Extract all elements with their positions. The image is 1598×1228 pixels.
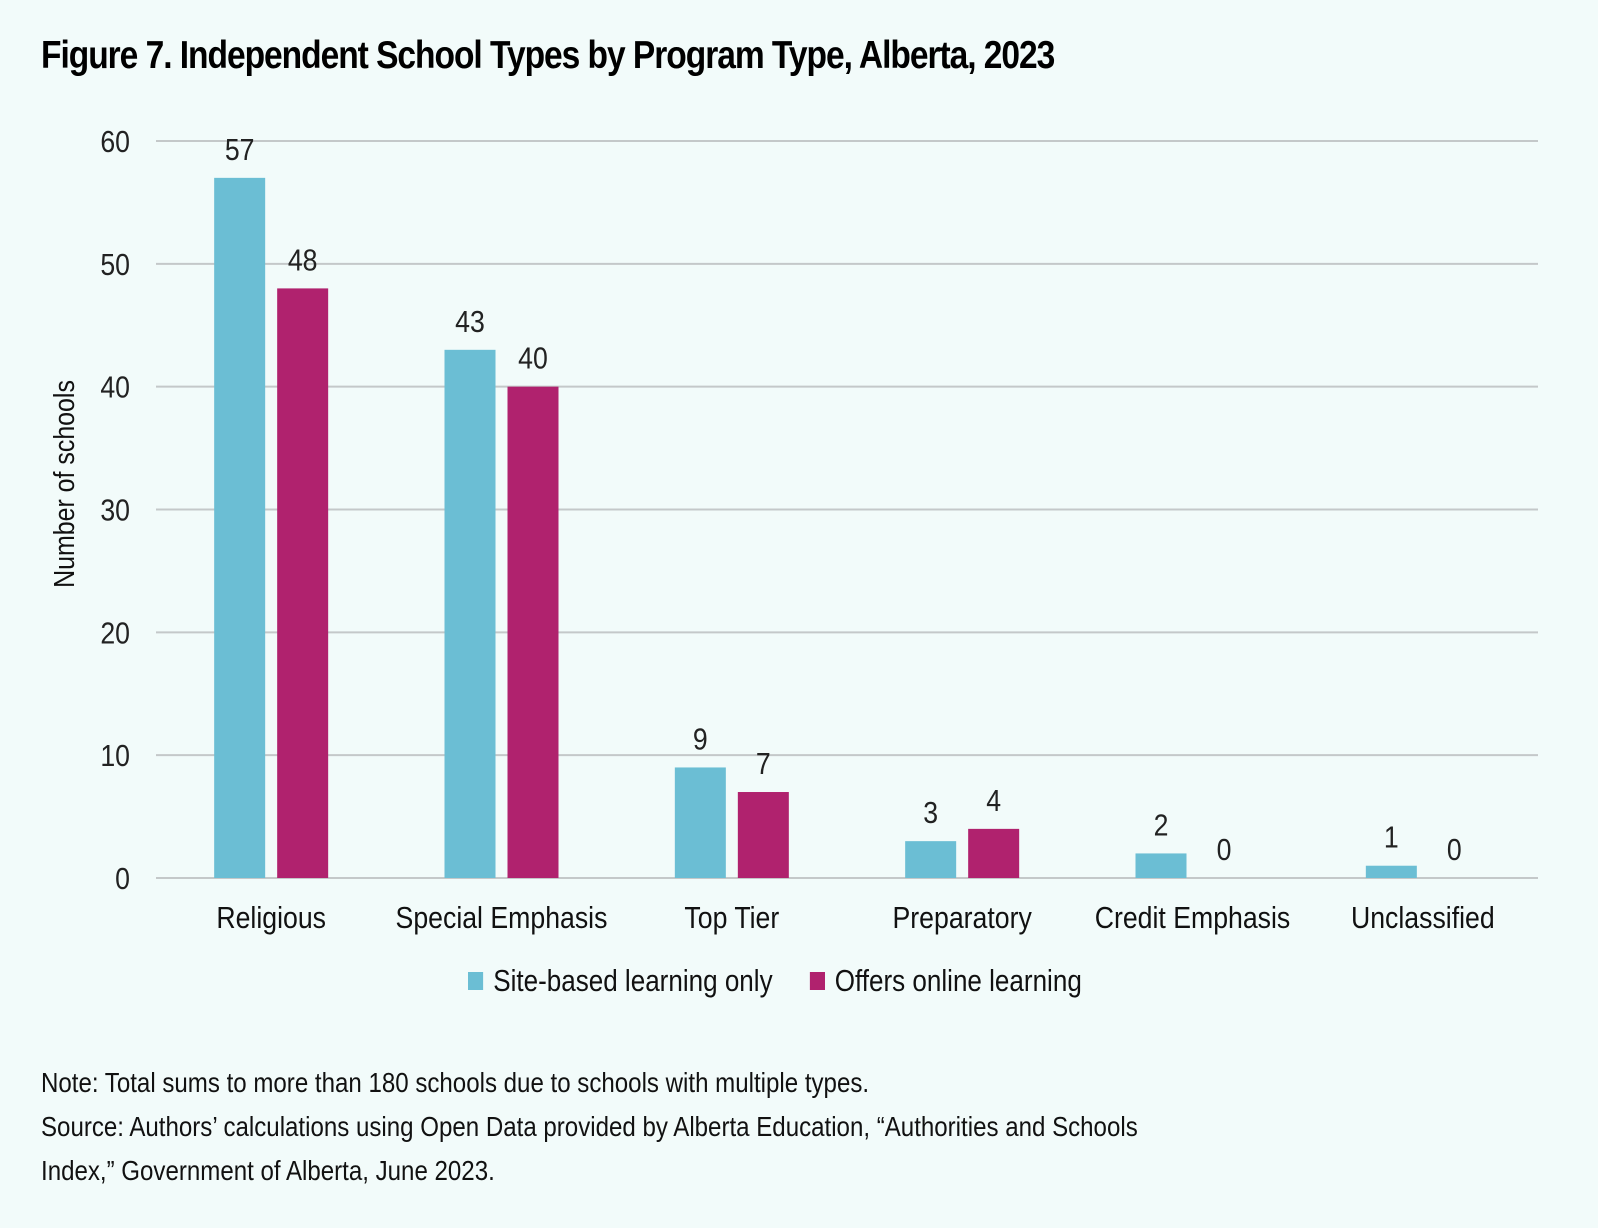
notes: Note: Total sums to more than 180 school… <box>41 1061 1503 1193</box>
x-category-label: Unclassified <box>1351 901 1495 935</box>
y-axis-ticks: 0 10 20 30 40 50 60 <box>100 125 130 896</box>
legend-swatch-site-based <box>468 972 484 990</box>
bar-site-based <box>1135 853 1187 878</box>
x-category-label: Preparatory <box>893 901 1033 935</box>
x-axis-categories: Religious Special Emphasis Top Tier Prepara… <box>216 901 1494 935</box>
bar-site-based <box>674 767 726 878</box>
y-axis-label: Number of schools <box>48 380 80 588</box>
bar-online <box>968 828 1020 878</box>
data-label: 4 <box>986 784 1001 818</box>
data-label: 0 <box>1217 833 1232 867</box>
bar-online <box>737 792 789 878</box>
y-tick-label: 10 <box>100 739 130 773</box>
data-label: 2 <box>1154 809 1169 843</box>
data-label: 3 <box>923 796 938 830</box>
source-text-line-2: Index,” Government of Alberta, June 2023… <box>41 1155 495 1186</box>
bar-online <box>277 288 329 878</box>
note-text: Note: Total sums to more than 180 school… <box>41 1067 870 1098</box>
data-label: 40 <box>518 342 548 376</box>
y-tick-label: 0 <box>115 862 130 896</box>
data-labels: 57 48 43 40 9 7 3 4 2 0 1 0 <box>225 133 1462 867</box>
data-label: 48 <box>288 244 318 278</box>
y-tick-label: 50 <box>100 248 130 282</box>
bar-online <box>507 386 559 878</box>
y-tick-label: 40 <box>100 371 130 405</box>
data-label: 57 <box>225 133 255 167</box>
bar-site-based <box>1365 865 1417 878</box>
y-tick-label: 20 <box>100 617 130 651</box>
legend-swatch-online <box>809 972 825 990</box>
bar-site-based <box>905 841 957 878</box>
x-category-label: Credit Emphasis <box>1095 901 1291 935</box>
data-label: 1 <box>1384 821 1399 855</box>
x-category-label: Top Tier <box>684 901 779 935</box>
legend-item-online: Offers online learning <box>809 963 1082 999</box>
chart-title: Figure 7. Independent School Types by Pr… <box>41 34 1055 77</box>
legend: Site-based learning only Offers online l… <box>468 963 1119 999</box>
data-label: 7 <box>756 747 771 781</box>
source-text-line-1: Source: Authors’ calculations using Open… <box>41 1111 1138 1142</box>
bar-site-based <box>444 349 496 879</box>
legend-label-online: Offers online learning <box>834 963 1082 998</box>
data-label: 43 <box>455 305 485 339</box>
legend-item-site-based: Site-based learning only <box>468 963 773 999</box>
x-category-label: Religious <box>216 901 326 935</box>
bar-site-based <box>214 177 266 879</box>
data-label: 9 <box>693 723 708 757</box>
data-label: 0 <box>1447 833 1462 867</box>
y-tick-label: 30 <box>100 494 130 528</box>
x-category-label: Special Emphasis <box>396 901 608 935</box>
y-tick-label: 60 <box>100 125 130 159</box>
legend-label-site-based: Site-based learning only <box>493 963 773 998</box>
bars <box>214 177 1417 879</box>
gridlines <box>156 140 1538 879</box>
